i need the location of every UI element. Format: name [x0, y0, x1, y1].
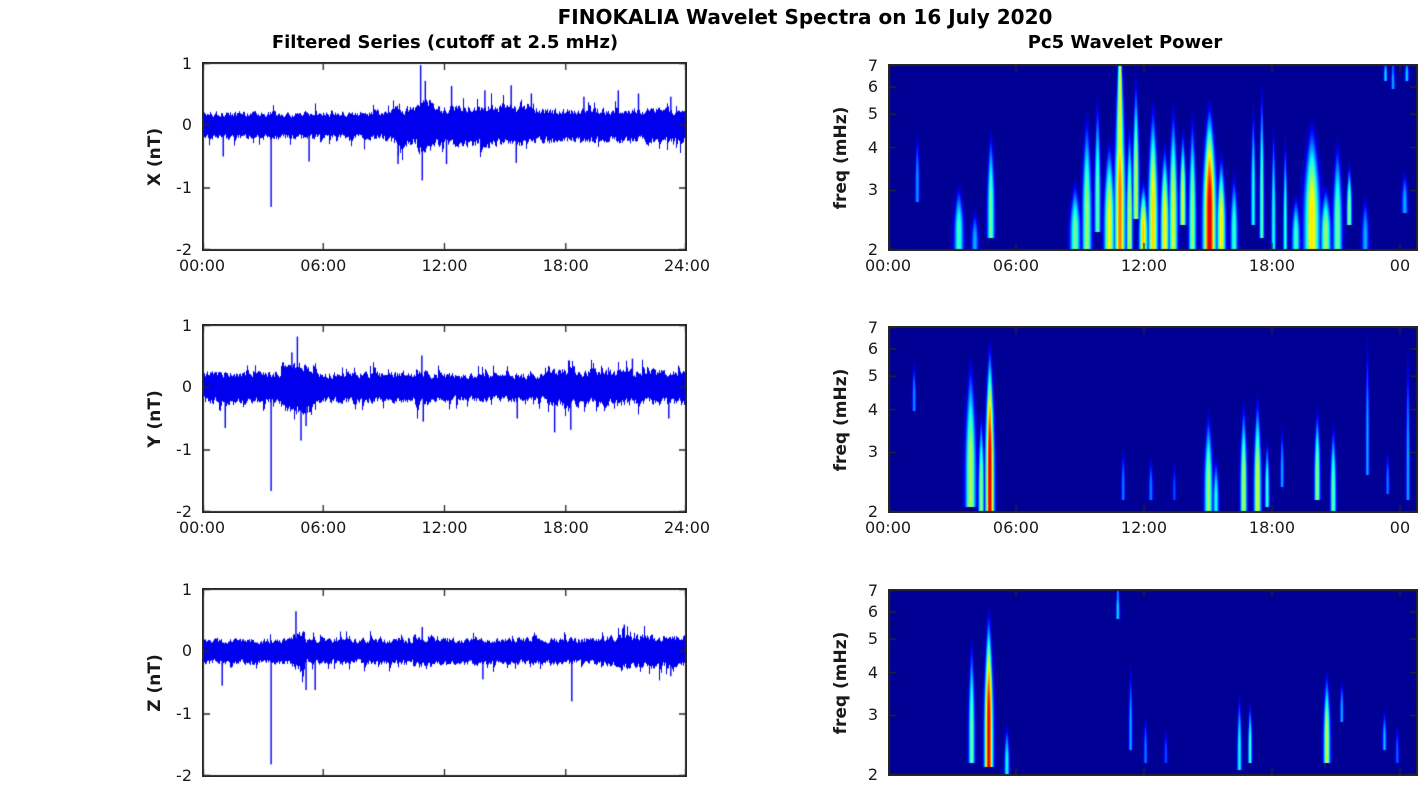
y-wavelet-xtick-00:00: 00:00	[864, 518, 912, 537]
y-series-xtick-18:00: 18:00	[542, 518, 589, 537]
z-series-ytick-0: 0	[181, 641, 192, 660]
z-wavelet-ytick-3: 3	[867, 705, 878, 725]
x-series-canvas	[202, 62, 687, 251]
y-series-ylabel: Y (nT)	[145, 389, 165, 448]
x-wavelet-panel: freq (mHz) 00:00 06:00 12:00 18:00 00 7 6 5 4 3 2	[831, 56, 1418, 275]
x-series-xtick-24:00: 24:00	[663, 256, 711, 275]
y-series-ytick--1: -1	[176, 440, 192, 459]
z-series-ytick--2: -2	[176, 765, 192, 785]
x-series-ytick-1: 1	[181, 53, 192, 73]
y-wavelet-ytick-3: 3	[867, 442, 878, 462]
z-series-ytick--1: -1	[176, 704, 192, 723]
y-series-xtick-06:00: 06:00	[300, 518, 347, 537]
y-wavelet-ytick-7: 7	[867, 317, 878, 337]
z-series-panel: Z (nT) 1 0 -1 -2	[145, 580, 687, 785]
x-series-ylabel: X (nT)	[145, 127, 165, 186]
filtered-series-title: Filtered Series (cutoff at 2.5 mHz)	[271, 32, 619, 53]
y-series-ytick-1: 1	[181, 315, 192, 335]
y-wavelet-ytick-2: 2	[867, 501, 878, 521]
y-series-panel: Y (nT) 00:00 06:00 12:00 18:00 24:00 1 0 -1 -2	[145, 316, 710, 538]
y-wavelet-xtick-12:00: 12:00	[1120, 518, 1168, 537]
x-series-ytick--2: -2	[176, 239, 192, 259]
x-wavelet-ytick-4: 4	[867, 137, 878, 157]
y-wavelet-panel: freq (mHz) 00:00 06:00 12:00 18:00 00 7 6 5 4 3 2	[831, 318, 1418, 537]
z-series-ylabel: Z (nT)	[145, 653, 165, 712]
y-wavelet-ytick-4: 4	[867, 399, 878, 419]
x-wavelet-xtick-00: 00	[1389, 256, 1411, 275]
x-wavelet-ytick-6: 6	[867, 77, 878, 96]
x-series-xtick-06:00: 06:00	[300, 256, 347, 275]
y-wavelet-xtick-18:00: 18:00	[1248, 518, 1296, 537]
z-wavelet-ytick-5: 5	[867, 629, 878, 649]
x-wavelet-xtick-12:00: 12:00	[1120, 256, 1168, 275]
y-wavelet-ytick-5: 5	[867, 366, 878, 386]
x-wavelet-canvas	[888, 64, 1418, 251]
y-series-xtick-00:00: 00:00	[178, 518, 226, 537]
x-wavelet-xtick-18:00: 18:00	[1248, 256, 1296, 275]
x-series-xtick-18:00: 18:00	[542, 256, 589, 275]
y-series-ytick-0: 0	[181, 377, 192, 396]
y-wavelet-canvas	[888, 326, 1418, 513]
y-series-canvas	[202, 324, 687, 513]
z-wavelet-ytick-7: 7	[867, 580, 878, 600]
y-series-xtick-24:00: 24:00	[663, 518, 711, 537]
figure-title: FINOKALIA Wavelet Spectra on 16 July 202…	[557, 5, 1053, 29]
x-series-xtick-00:00: 00:00	[178, 256, 226, 275]
y-series-ytick--2: -2	[176, 501, 192, 521]
x-series-ytick-0: 0	[181, 115, 192, 134]
y-wavelet-xtick-06:00: 06:00	[992, 518, 1040, 537]
x-wavelet-ytick-3: 3	[867, 180, 878, 200]
z-series-ytick-1: 1	[181, 579, 192, 599]
x-series-panel: X (nT) 00:00 06:00 12:00 18:00 24:00 1 0 -1 -2	[145, 54, 710, 276]
y-wavelet-ytick-6: 6	[867, 339, 878, 358]
z-wavelet-canvas	[888, 589, 1418, 776]
z-wavelet-ytick-4: 4	[867, 662, 878, 682]
z-series-canvas	[202, 588, 687, 777]
x-wavelet-ytick-5: 5	[867, 104, 878, 124]
x-series-xtick-12:00: 12:00	[421, 256, 468, 275]
x-wavelet-ytick-2: 2	[867, 239, 878, 259]
x-wavelet-ytick-7: 7	[867, 55, 878, 75]
z-wavelet-ytick-6: 6	[867, 602, 878, 621]
x-wavelet-xtick-06:00: 06:00	[992, 256, 1040, 275]
x-wavelet-xtick-00:00: 00:00	[864, 256, 912, 275]
y-series-xtick-12:00: 12:00	[421, 518, 468, 537]
y-wavelet-xtick-00: 00	[1389, 518, 1411, 537]
z-wavelet-ytick-2: 2	[867, 764, 878, 784]
wavelet-power-title: Pc5 Wavelet Power	[1027, 32, 1223, 53]
x-series-ytick--1: -1	[176, 178, 192, 197]
